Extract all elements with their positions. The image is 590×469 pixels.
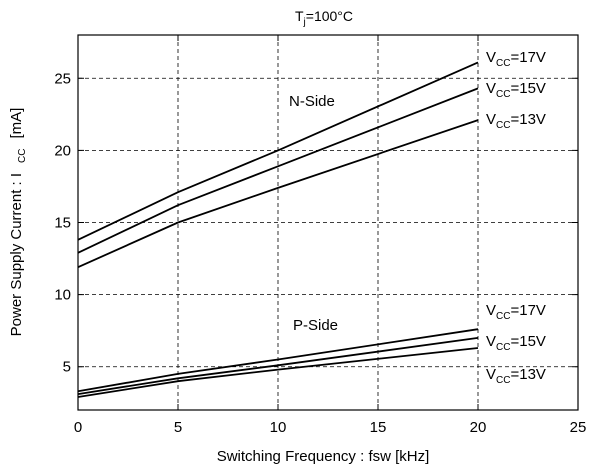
x-tick-label: 10 xyxy=(270,419,287,436)
chart-title: Tj=100°C xyxy=(295,8,353,28)
n-side-vcc-labels: VCC=17V VCC=15V VCC=13V xyxy=(486,49,546,131)
series-line-4 xyxy=(77,328,479,393)
grid-lines xyxy=(78,35,578,410)
y-tick-label: 25 xyxy=(54,70,71,87)
series-line-5 xyxy=(77,337,479,395)
series-lines xyxy=(77,61,479,398)
p-vcc-13-label: VCC=13V xyxy=(486,366,546,386)
n-vcc-13-label: VCC=13V xyxy=(486,111,546,131)
series-line-6 xyxy=(77,347,479,398)
x-tick-label: 25 xyxy=(570,419,587,436)
y-tick-label: 10 xyxy=(54,287,71,304)
x-axis-title: Switching Frequency : fsw [kHz] xyxy=(217,448,430,465)
x-tick-label: 5 xyxy=(174,419,182,436)
n-side-label: N-Side xyxy=(289,93,335,110)
series-line-1 xyxy=(77,61,479,241)
p-vcc-17-label: VCC=17V xyxy=(486,302,546,322)
tick-labels: 0 5 10 15 20 25 5 10 15 20 25 xyxy=(54,70,586,436)
x-tick-label: 20 xyxy=(470,419,487,436)
y-axis-title: Power Supply Current : ICC[mA] xyxy=(8,108,28,337)
x-tick-label: 0 xyxy=(74,419,82,436)
axis-ticks xyxy=(77,35,579,410)
series-line-3 xyxy=(77,119,479,269)
x-tick-label: 15 xyxy=(370,419,387,436)
p-vcc-15-label: VCC=15V xyxy=(486,333,546,353)
y-tick-label: 5 xyxy=(63,359,71,376)
series-line-2 xyxy=(77,87,479,254)
n-vcc-15-label: VCC=15V xyxy=(486,80,546,100)
n-vcc-17-label: VCC=17V xyxy=(486,49,546,69)
y-tick-label: 15 xyxy=(54,215,71,232)
p-side-vcc-labels: VCC=17V VCC=15V VCC=13V xyxy=(486,302,546,386)
y-tick-label: 20 xyxy=(54,142,71,159)
p-side-label: P-Side xyxy=(293,317,338,334)
